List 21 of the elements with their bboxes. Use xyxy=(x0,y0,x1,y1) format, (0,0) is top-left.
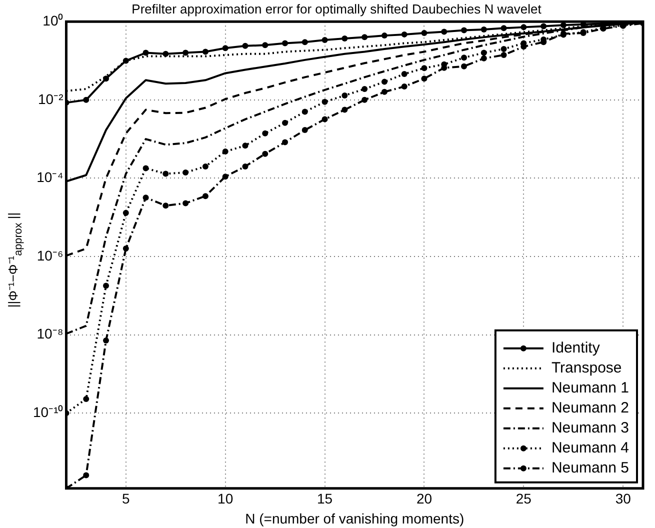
y-tick-label: 10⁰ xyxy=(42,12,64,28)
x-tick-label: 5 xyxy=(122,490,130,507)
x-tick-label: 15 xyxy=(316,490,333,507)
legend-label: Transpose xyxy=(551,360,622,377)
legend-label: Neumann 1 xyxy=(551,380,630,397)
y-tick-label: 10⁻⁴ xyxy=(36,169,64,186)
x-tick-label: 25 xyxy=(516,490,532,507)
legend-label: Neumann 3 xyxy=(551,420,630,437)
legend-label: Neumann 5 xyxy=(551,460,630,477)
x-tick-label: 20 xyxy=(416,490,432,507)
x-tick-label: 10 xyxy=(218,490,234,507)
x-axis-title: N (=number of vanishing moments) xyxy=(245,510,464,526)
legend-label: Identity xyxy=(551,340,600,357)
y-tick-label: 10⁻⁸ xyxy=(36,326,64,342)
legend-label: Neumann 4 xyxy=(551,440,630,457)
y-tick-label: 10⁻⁶ xyxy=(36,247,64,264)
x-tick-label: 30 xyxy=(615,490,632,507)
chart-title: Prefilter approximation error for optimally shifted Daubechies N wavelet xyxy=(132,1,542,16)
y-tick-label: 10⁻¹⁰ xyxy=(33,404,64,420)
legend-label: Neumann 2 xyxy=(551,400,630,417)
y-tick-label: 10⁻² xyxy=(38,90,64,107)
